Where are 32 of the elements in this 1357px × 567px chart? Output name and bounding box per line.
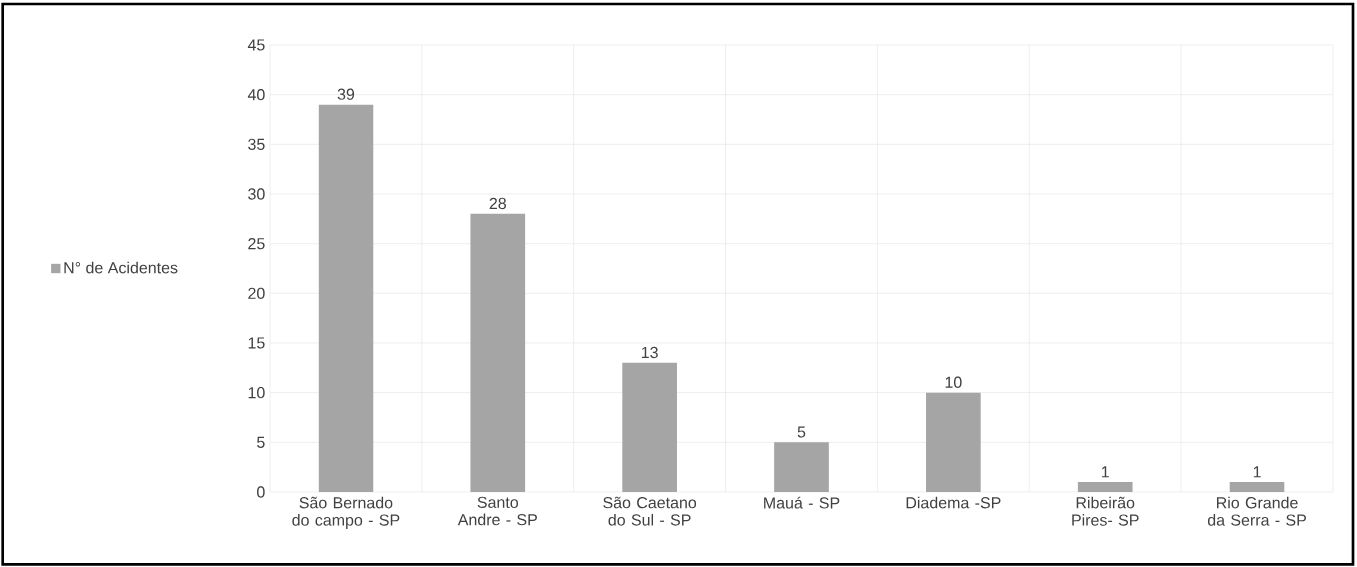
y-tick-label: 45 — [247, 39, 265, 51]
y-tick-label: 35 — [248, 138, 265, 150]
x-tick-label: Santo Andre - SP — [457, 496, 537, 526]
bar — [774, 442, 829, 492]
bar — [622, 362, 677, 492]
bar — [1077, 482, 1133, 492]
bar — [1229, 482, 1285, 492]
data-label: 39 — [337, 88, 355, 100]
x-tick-label: São Bernado do campo - SP — [292, 496, 400, 529]
x-tick-label: Mauá - SP — [764, 496, 840, 509]
x-tick-label: Ribeirão Pires- SP — [1072, 496, 1139, 526]
y-tick-label: 15 — [248, 337, 265, 349]
bar — [318, 104, 374, 492]
data-label: 13 — [641, 346, 658, 359]
y-tick-label: 0 — [257, 486, 265, 498]
data-label: 1 — [1253, 466, 1261, 478]
y-tick-label: 20 — [248, 287, 265, 299]
legend-label: N° de Acidentes — [64, 261, 178, 274]
data-label: 10 — [945, 376, 962, 388]
y-tick-label: 10 — [248, 387, 265, 399]
data-label: 28 — [489, 197, 506, 210]
bar — [926, 392, 981, 492]
x-tick-label: Diadema -SP — [906, 496, 1001, 509]
data-label: 5 — [797, 426, 806, 438]
x-tick-label: Rio Grande da Serra - SP — [1207, 496, 1306, 526]
y-tick-label: 5 — [257, 436, 265, 448]
data-label: 1 — [1101, 466, 1109, 478]
bar — [470, 213, 526, 492]
y-tick-label: 30 — [248, 188, 265, 200]
x-tick-label: São Caetano do Sul - SP — [603, 496, 697, 526]
y-tick-label: 40 — [247, 89, 265, 101]
y-tick-label: 25 — [248, 238, 265, 250]
